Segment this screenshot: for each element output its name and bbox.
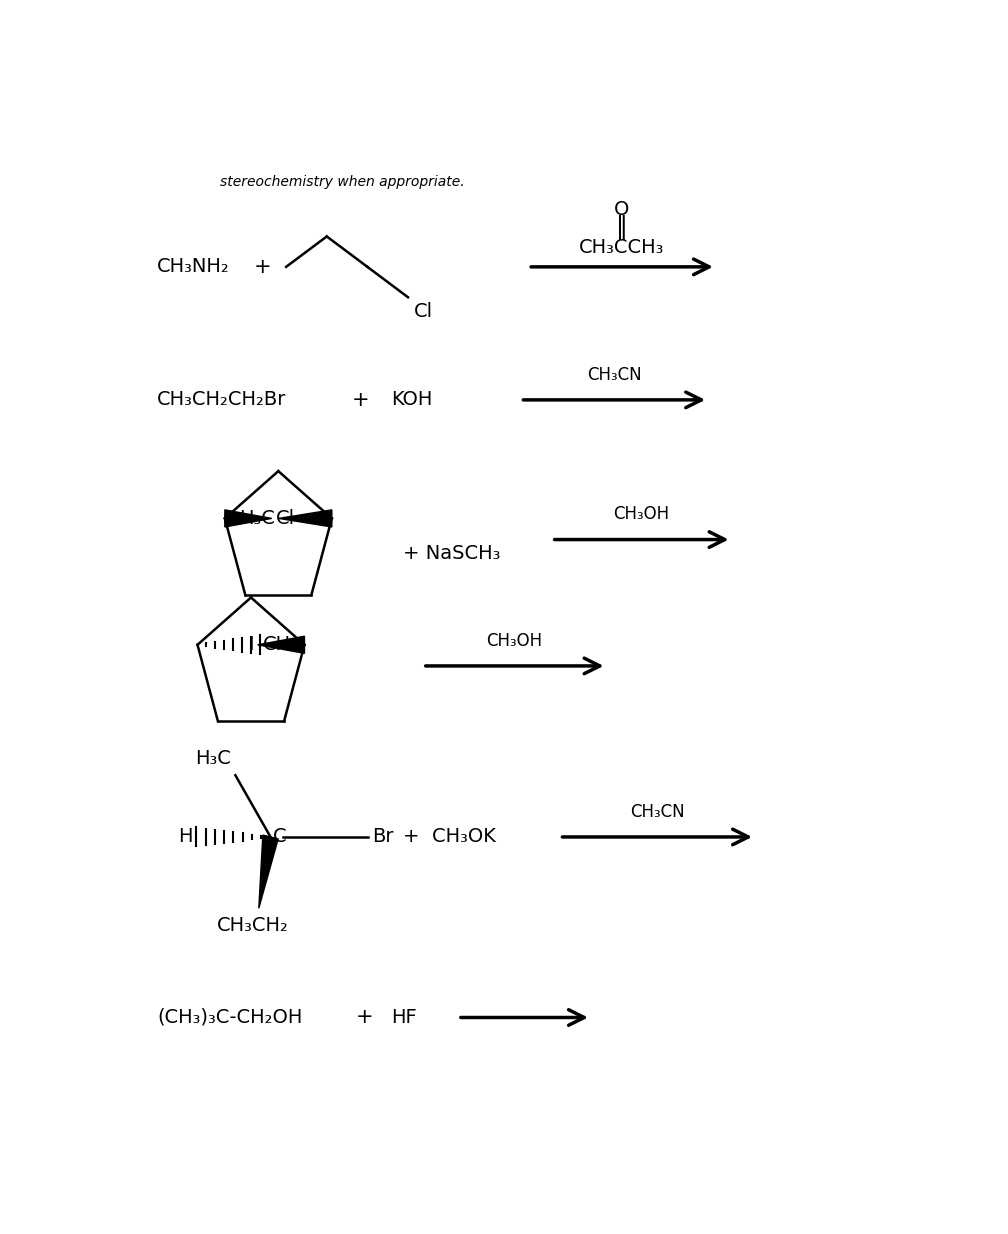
Text: Cl: Cl	[414, 302, 433, 321]
Text: (CH₃)₃C-CH₂OH: (CH₃)₃C-CH₂OH	[157, 1008, 302, 1027]
Text: HF: HF	[391, 1008, 417, 1027]
Polygon shape	[259, 835, 278, 908]
Polygon shape	[225, 510, 272, 527]
Text: CH₃CCH₃: CH₃CCH₃	[580, 238, 664, 258]
Text: CH₃OH: CH₃OH	[487, 632, 542, 650]
Text: Cl: Cl	[275, 508, 294, 528]
Text: +  CH₃OK: + CH₃OK	[403, 828, 496, 847]
Text: CH₃NH₂: CH₃NH₂	[157, 258, 230, 276]
Text: CH₃: CH₃	[263, 636, 299, 654]
Text: C: C	[273, 828, 286, 847]
Text: + NaSCH₃: + NaSCH₃	[403, 544, 501, 563]
Text: +: +	[254, 257, 271, 276]
Polygon shape	[278, 510, 332, 527]
Text: CH₃CN: CH₃CN	[587, 365, 641, 384]
Text: stereochemistry when appropriate.: stereochemistry when appropriate.	[220, 175, 465, 189]
Text: H₃C: H₃C	[239, 508, 275, 528]
Text: CH₃CH₂: CH₃CH₂	[217, 916, 288, 935]
Text: CH₃OH: CH₃OH	[614, 506, 669, 523]
Text: KOH: KOH	[391, 390, 433, 410]
Text: Br: Br	[372, 828, 393, 847]
Polygon shape	[258, 637, 304, 653]
Text: ‖: ‖	[616, 215, 628, 241]
Text: H₃C: H₃C	[196, 749, 232, 768]
Text: +: +	[352, 390, 369, 410]
Text: H: H	[177, 828, 193, 847]
Text: +: +	[356, 1007, 373, 1028]
Text: CH₃CN: CH₃CN	[630, 803, 684, 821]
Text: O: O	[614, 200, 630, 220]
Text: CH₃CH₂CH₂Br: CH₃CH₂CH₂Br	[157, 390, 286, 410]
Text: I: I	[248, 636, 254, 654]
